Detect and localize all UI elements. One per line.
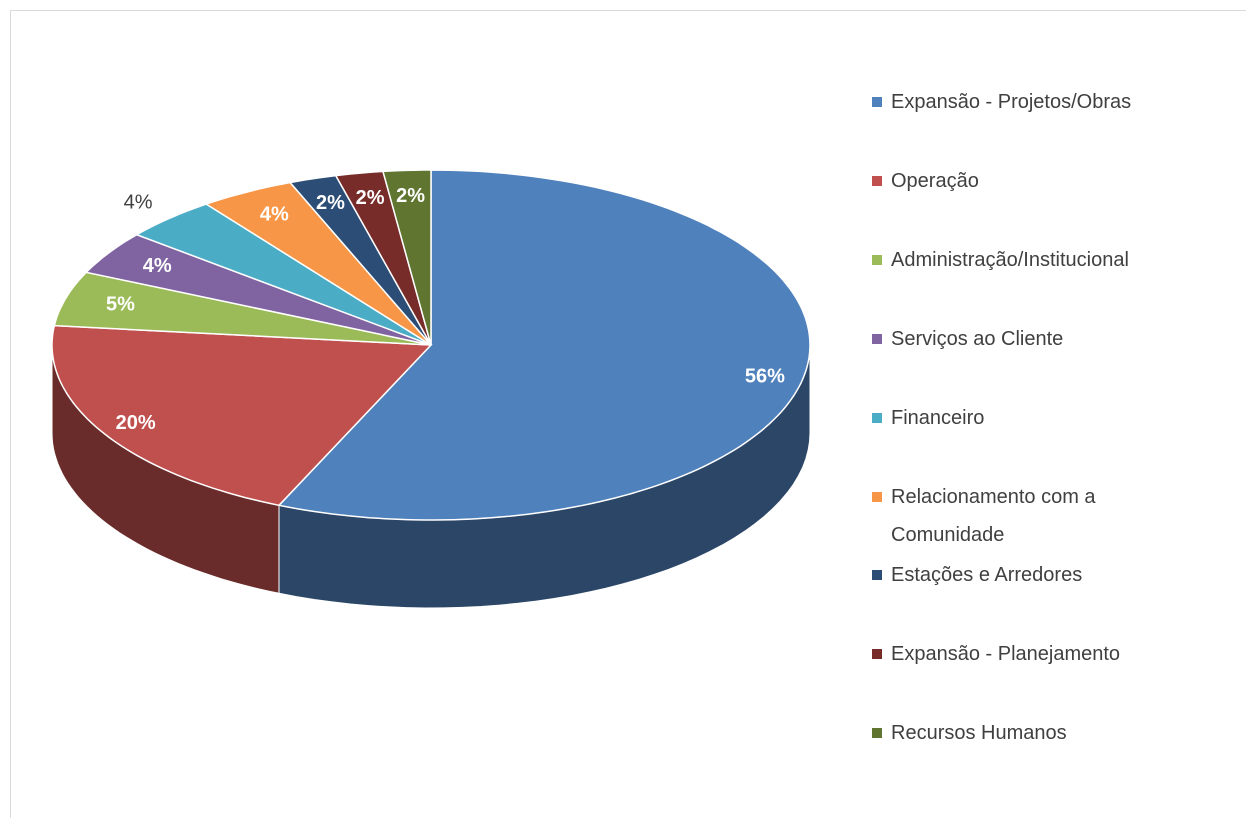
legend-swatch [872,333,882,344]
legend-item: Recursos Humanos [872,714,1172,752]
legend-swatch [872,412,882,423]
legend-label: Recursos Humanos [891,722,1067,745]
legend-item: Operação [872,162,1172,200]
slice [382,169,432,346]
chart-border [10,10,1246,818]
legend-swatch [872,97,882,107]
slice [135,203,432,346]
legend-swatch [872,491,882,502]
slice [204,181,432,346]
legend-label: Relacionamento com a Comunidade [891,485,1096,546]
legend-label: Administração/Institucional [891,248,1129,271]
legend-label: Operação [891,169,979,192]
data-label: 2% [316,192,345,214]
slice [84,233,432,346]
legend-swatch [872,570,882,581]
legend-swatch [872,175,882,186]
data-label: 56% [745,366,785,388]
legend-label: Estações e Arredores [891,564,1083,587]
slice [334,170,432,346]
data-label: 4% [124,191,153,213]
legend-swatch [872,728,882,739]
legend-label: Expansão - Planejamento [891,643,1121,666]
slice [53,271,432,346]
legend-label: Expansão - Projetos/Obras [891,91,1132,113]
legend-label: Financeiro [891,406,985,429]
data-label: 2% [356,187,385,209]
data-label: 5% [106,294,135,316]
legend-item: Financeiro [872,399,1172,437]
slice [288,174,432,346]
slice [51,324,433,507]
data-label: 4% [260,203,289,225]
legend-swatch [872,254,882,265]
legend-item: Estações e Arredores [872,556,1172,594]
data-label: 2% [396,185,425,207]
legend-swatch [872,649,882,660]
legend-label: Serviços ao Cliente [891,327,1064,350]
data-label: 20% [116,412,156,434]
legend-item: Expansão - Planejamento [872,635,1172,673]
legend-item: Relacionamento com a Comunidade [872,478,1172,554]
legend-item: Expansão - Projetos/Obras [872,83,1172,121]
data-label: 4% [143,255,172,277]
legend-item: Serviços ao Cliente [872,320,1172,358]
legend-item: Administração/Institucional [872,241,1172,279]
slice [277,169,811,521]
